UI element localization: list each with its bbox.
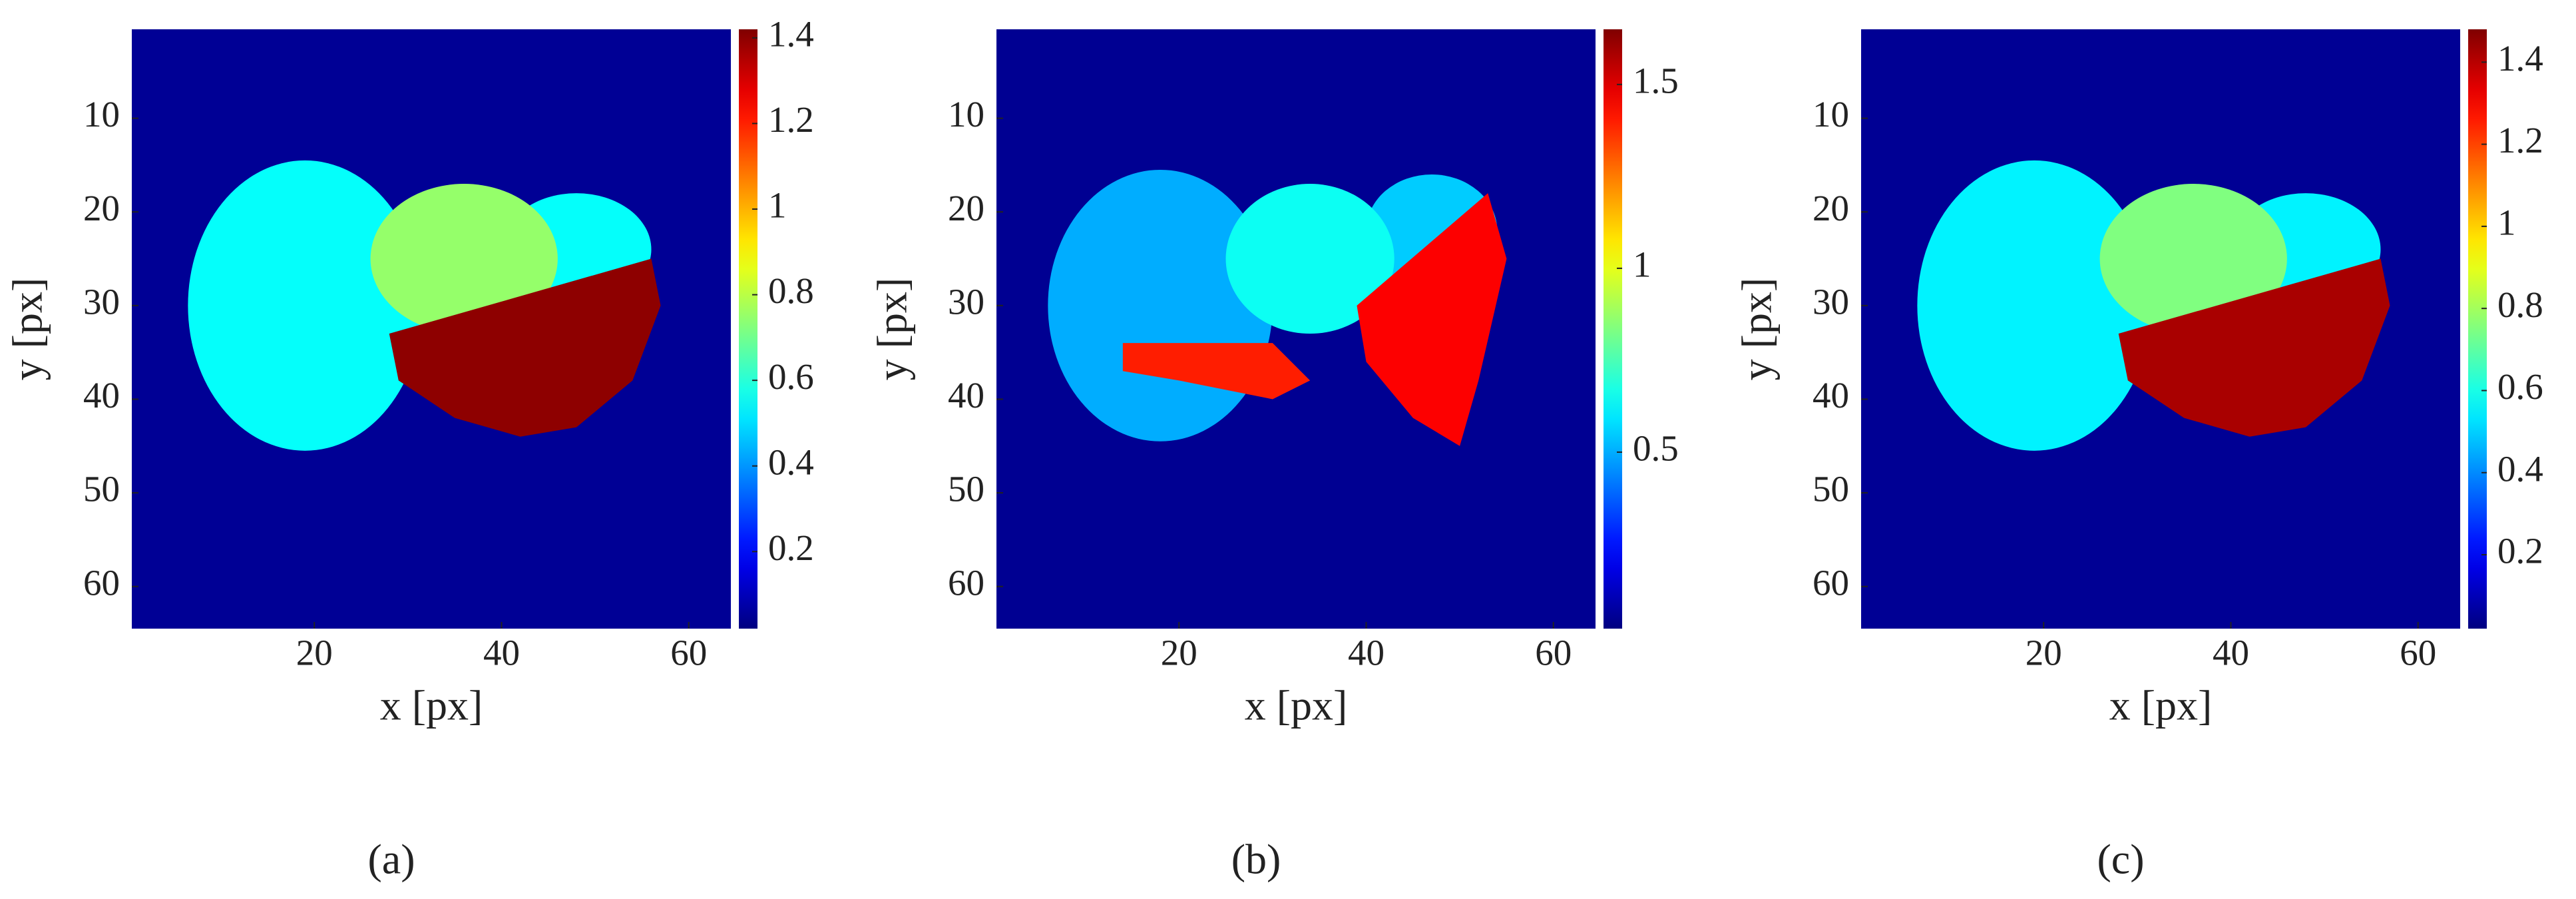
colorbar-tick-label: 0.8 [2497, 284, 2543, 325]
y-tick-label: 60 [1813, 562, 1849, 603]
x-tick-label: 60 [2400, 633, 2436, 673]
panel-label: (c) [2097, 836, 2144, 883]
colorbar-tick-label: 1.5 [1633, 60, 1679, 101]
x-tick-label: 40 [2213, 633, 2249, 673]
region [2118, 258, 2390, 437]
y-tick-label: 50 [948, 469, 984, 509]
heatmap [1861, 29, 2460, 629]
panel-label: (b) [1231, 836, 1281, 883]
x-tick-label: 60 [1535, 633, 1572, 673]
y-tick-label: 30 [948, 281, 984, 322]
y-tick-label: 30 [83, 281, 120, 322]
colorbar-tick-label: 1 [1633, 244, 1651, 285]
y-tick-label: 40 [83, 375, 120, 416]
x-tick-label: 20 [1161, 633, 1197, 673]
region [1917, 160, 2151, 451]
colorbar-tick-label: 0.6 [2497, 366, 2543, 407]
colorbar [1604, 29, 1622, 629]
y-tick-label: 60 [83, 562, 120, 603]
colorbar-tick-label: 1 [2497, 202, 2516, 243]
y-axis-label: y [px] [869, 278, 916, 381]
y-tick-label: 30 [1813, 281, 1849, 322]
region [370, 184, 558, 334]
y-axis-label: y [px] [4, 278, 51, 381]
x-tick-label: 60 [670, 633, 707, 673]
colorbar-tick-label: 0.8 [768, 270, 814, 311]
y-tick-label: 10 [1813, 94, 1849, 135]
y-tick-label: 10 [948, 94, 984, 135]
y-tick-label: 50 [83, 469, 120, 509]
colorbar-tick-label: 1.2 [768, 99, 814, 140]
colorbar-tick-label: 0.5 [1633, 428, 1679, 469]
x-tick-label: 40 [483, 633, 520, 673]
x-axis-label: x [px] [380, 682, 483, 729]
y-tick-label: 50 [1813, 469, 1849, 509]
y-tick-label: 40 [948, 375, 984, 416]
colorbar-tick-label: 0.6 [768, 356, 814, 397]
x-tick-label: 40 [1348, 633, 1385, 673]
region [1048, 169, 1273, 442]
colorbar [739, 29, 757, 629]
colorbar-tick-label: 1.4 [768, 13, 814, 54]
region [1122, 343, 1311, 400]
x-tick-label: 20 [2026, 633, 2062, 673]
colorbar-tick-label: 1.4 [2497, 38, 2543, 79]
y-tick-label: 20 [948, 188, 984, 228]
x-axis-label: x [px] [1245, 682, 1348, 729]
region [188, 160, 422, 451]
colorbar-tick-label: 0.2 [2497, 531, 2543, 571]
y-tick-label: 20 [1813, 188, 1849, 228]
y-tick-label: 40 [1813, 375, 1849, 416]
colorbar-tick-label: 0.4 [768, 442, 814, 482]
y-tick-label: 10 [83, 94, 120, 135]
region [1225, 184, 1395, 334]
region [1357, 193, 1507, 446]
panel-label: (a) [367, 836, 415, 883]
heatmap [996, 29, 1596, 629]
y-tick-label: 60 [948, 562, 984, 603]
x-axis-label: x [px] [2109, 682, 2213, 729]
region [389, 258, 661, 437]
colorbar-tick-label: 0.4 [2497, 448, 2543, 489]
y-axis-label: y [px] [1733, 278, 1781, 381]
region [2099, 184, 2287, 334]
x-tick-label: 20 [296, 633, 333, 673]
colorbar-tick-label: 1 [768, 185, 787, 226]
colorbar-tick-label: 1.2 [2497, 120, 2543, 160]
colorbar [2468, 29, 2487, 629]
y-tick-label: 20 [83, 188, 120, 228]
heatmap [132, 29, 731, 629]
colorbar-tick-label: 0.2 [768, 527, 814, 568]
